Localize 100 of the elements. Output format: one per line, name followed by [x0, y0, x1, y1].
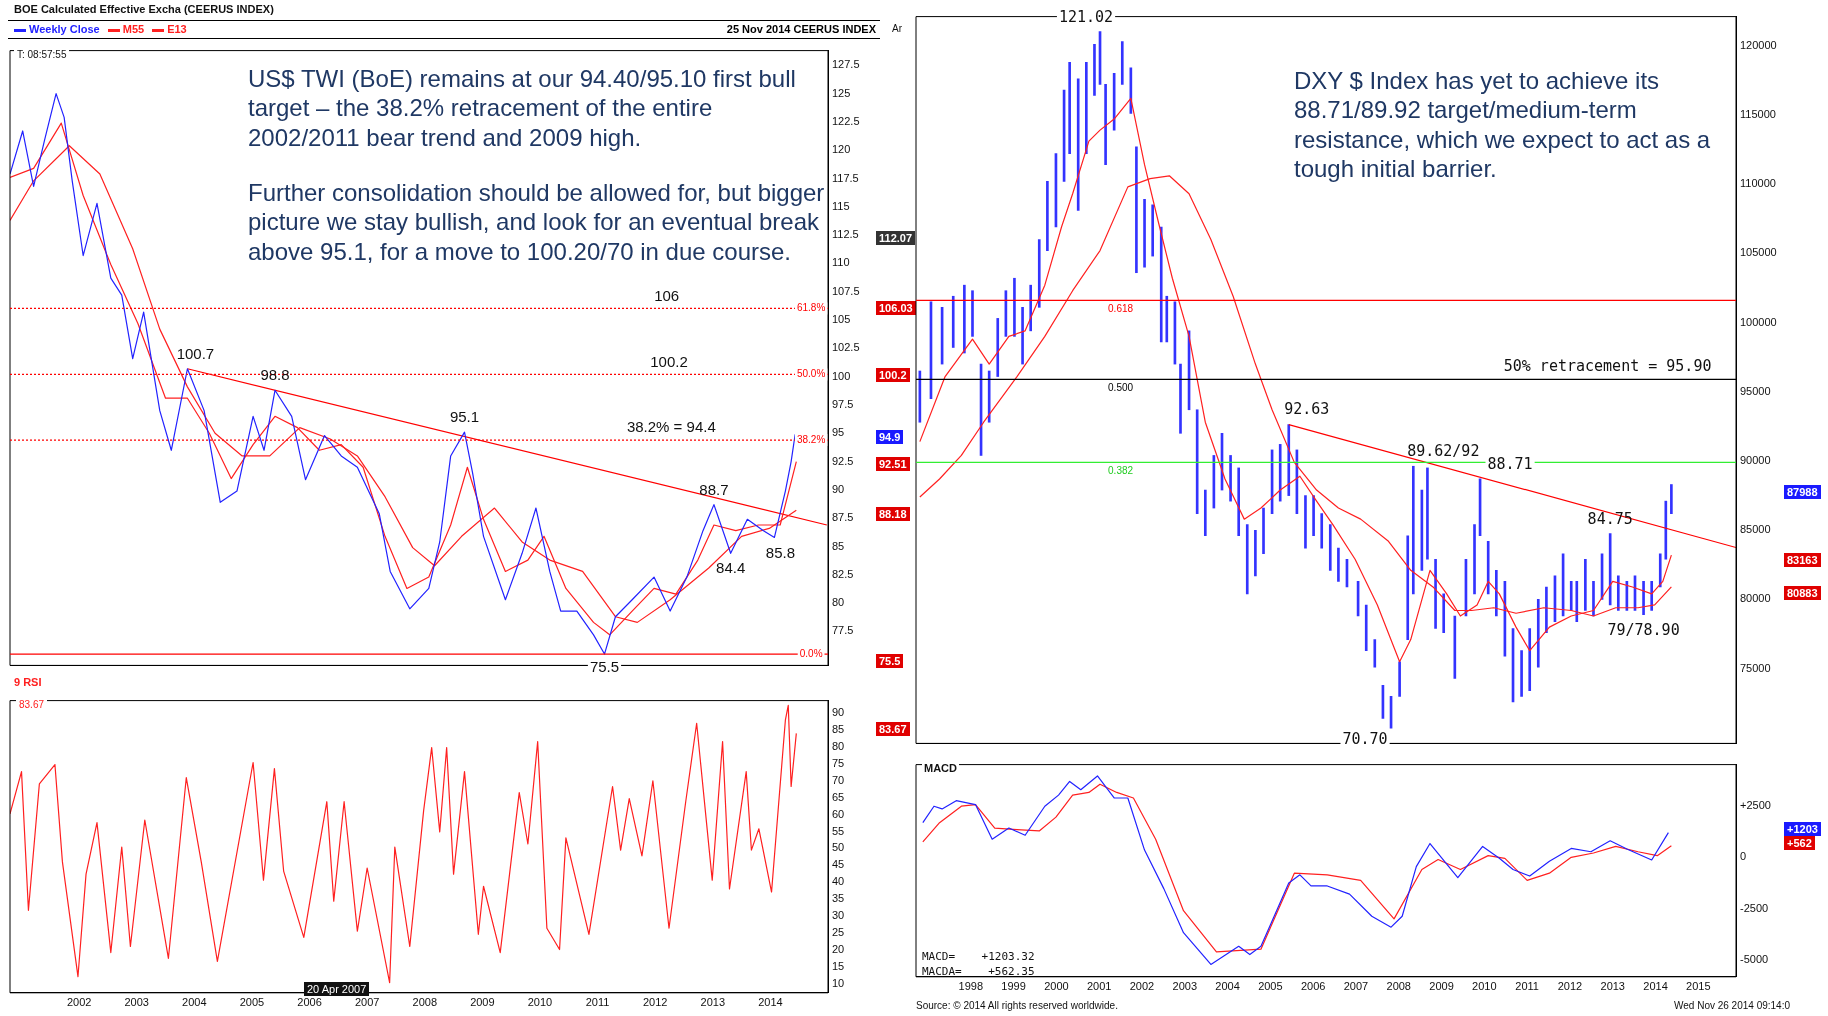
y-tick-label: 95000 — [1740, 384, 1771, 397]
bar — [1320, 513, 1324, 549]
y-tick-label: 25 — [832, 925, 845, 938]
y-tick-label: 105000 — [1740, 246, 1777, 259]
text: 94.9 — [876, 430, 904, 444]
y-tick-label: 77.5 — [832, 624, 854, 637]
y-tick-label: 90 — [832, 482, 845, 495]
text: +562 — [1784, 836, 1815, 850]
x-tick-label: 2011 — [1515, 980, 1539, 993]
text: Ar — [892, 23, 902, 36]
bar — [1046, 181, 1049, 251]
bar — [1364, 604, 1368, 651]
y-tick-label: 122.5 — [832, 114, 860, 127]
y-tick-label: 75000 — [1740, 661, 1771, 674]
annotation: 83.67 — [16, 698, 48, 712]
y-tick-label: 80000 — [1740, 592, 1771, 605]
y-tick-label: 110 — [832, 256, 850, 269]
y-tick-label: 55 — [832, 824, 845, 837]
text: 100.2 — [876, 368, 910, 382]
y-tick-label: 85 — [832, 723, 845, 736]
annotation: 38.2% — [796, 433, 826, 445]
x-tick-label: 2010 — [527, 996, 553, 1009]
x-tick-label: 2004 — [1215, 980, 1240, 993]
bar — [1398, 661, 1401, 697]
y-tick-label: 100000 — [1740, 315, 1777, 328]
x-tick-label: 2012 — [1557, 980, 1583, 993]
chart-title: 9 RSI — [13, 676, 43, 688]
text: 83.67 — [876, 722, 910, 736]
bar — [1068, 61, 1071, 154]
annotation: 106 — [654, 286, 680, 304]
text: 80883 — [1784, 586, 1821, 600]
bar — [1104, 84, 1107, 166]
y-tick-label: 90000 — [1740, 454, 1771, 467]
bar — [1473, 524, 1476, 595]
y-tick-label: 110000 — [1740, 177, 1776, 190]
bar — [1536, 599, 1540, 668]
annotation: 89.62/92 — [1407, 442, 1480, 461]
text: 92.51 — [876, 457, 910, 471]
x-tick-label: 2013 — [1600, 980, 1625, 993]
x-tick-label: 2002 — [66, 996, 92, 1009]
y-tick-label: 125 — [832, 86, 851, 99]
y-tick-label: 75 — [832, 756, 845, 769]
y-tick-label: 85000 — [1740, 523, 1771, 536]
bar — [1278, 444, 1282, 502]
y-tick-label: 15 — [832, 959, 845, 972]
bar — [1159, 226, 1163, 343]
chart-title: BOE Calculated Effective Excha (CEERUS INDEX) — [13, 3, 275, 15]
x-tick-label: 2015 — [1686, 980, 1711, 993]
bar — [1013, 277, 1016, 337]
x-tick-label: 2014 — [758, 996, 783, 1009]
text: 112.07 — [876, 231, 916, 245]
bar — [1658, 553, 1662, 588]
y-tick-label: 95 — [832, 426, 845, 439]
x-tick-label: 2008 — [1386, 980, 1411, 993]
annotation: 75.5 — [589, 658, 620, 676]
bar — [1528, 628, 1532, 692]
text: 83163 — [1784, 553, 1821, 567]
bar — [1670, 484, 1673, 514]
x-tick-label: 2004 — [182, 996, 207, 1009]
y-tick-label: 80 — [832, 596, 845, 609]
annotation: 88.7 — [699, 480, 729, 498]
x-tick-label: 2009 — [1429, 980, 1454, 993]
x-tick-label: 1998 — [958, 980, 984, 993]
y-tick-label: 120 — [832, 143, 851, 156]
y-tick-label: 40 — [832, 875, 845, 888]
annotation: T: 08:57:55 — [14, 48, 70, 62]
y-tick-label: 102.5 — [832, 341, 860, 354]
bar — [1545, 586, 1548, 633]
bar — [1037, 239, 1041, 308]
y-tick-label: 60 — [832, 807, 845, 820]
bar — [1453, 615, 1457, 679]
text: Wed Nov 26 2014 09:14:0 — [1674, 1000, 1791, 1013]
annotation: 50.0% — [796, 368, 826, 380]
x-tick-label: 2010 — [1472, 980, 1497, 993]
annotation: 0.0% — [799, 647, 823, 659]
annotation: 79/78.90 — [1607, 620, 1680, 639]
y-tick-label: 85 — [832, 539, 845, 552]
annotation: 70.70 — [1342, 730, 1388, 749]
bar — [1442, 593, 1446, 633]
annotation: MACD= +1203.32 — [922, 950, 1035, 964]
x-tick-label: 2002 — [1129, 980, 1155, 993]
x-tick-label: 2007 — [1343, 980, 1369, 993]
bar — [1165, 295, 1169, 343]
bar — [996, 318, 1000, 377]
y-tick-label: 97.5 — [832, 398, 854, 411]
y-tick-label: 100 — [832, 369, 851, 382]
x-tick-label: 2005 — [1258, 980, 1283, 993]
x-tick-label: 2011 — [585, 996, 610, 1009]
bar — [1229, 455, 1232, 502]
bar — [1642, 581, 1645, 615]
legend-label: E13 — [167, 23, 187, 35]
bar — [1584, 558, 1587, 611]
y-tick-label: 30 — [832, 909, 845, 922]
bar — [1616, 575, 1620, 611]
bar — [1434, 558, 1437, 629]
text: 87988 — [1784, 485, 1821, 499]
annotation: 98.8 — [260, 366, 290, 384]
x-tick-label: 2006 — [1300, 980, 1326, 993]
x-tick-label: 2001 — [1086, 980, 1112, 993]
bar — [1664, 500, 1668, 560]
